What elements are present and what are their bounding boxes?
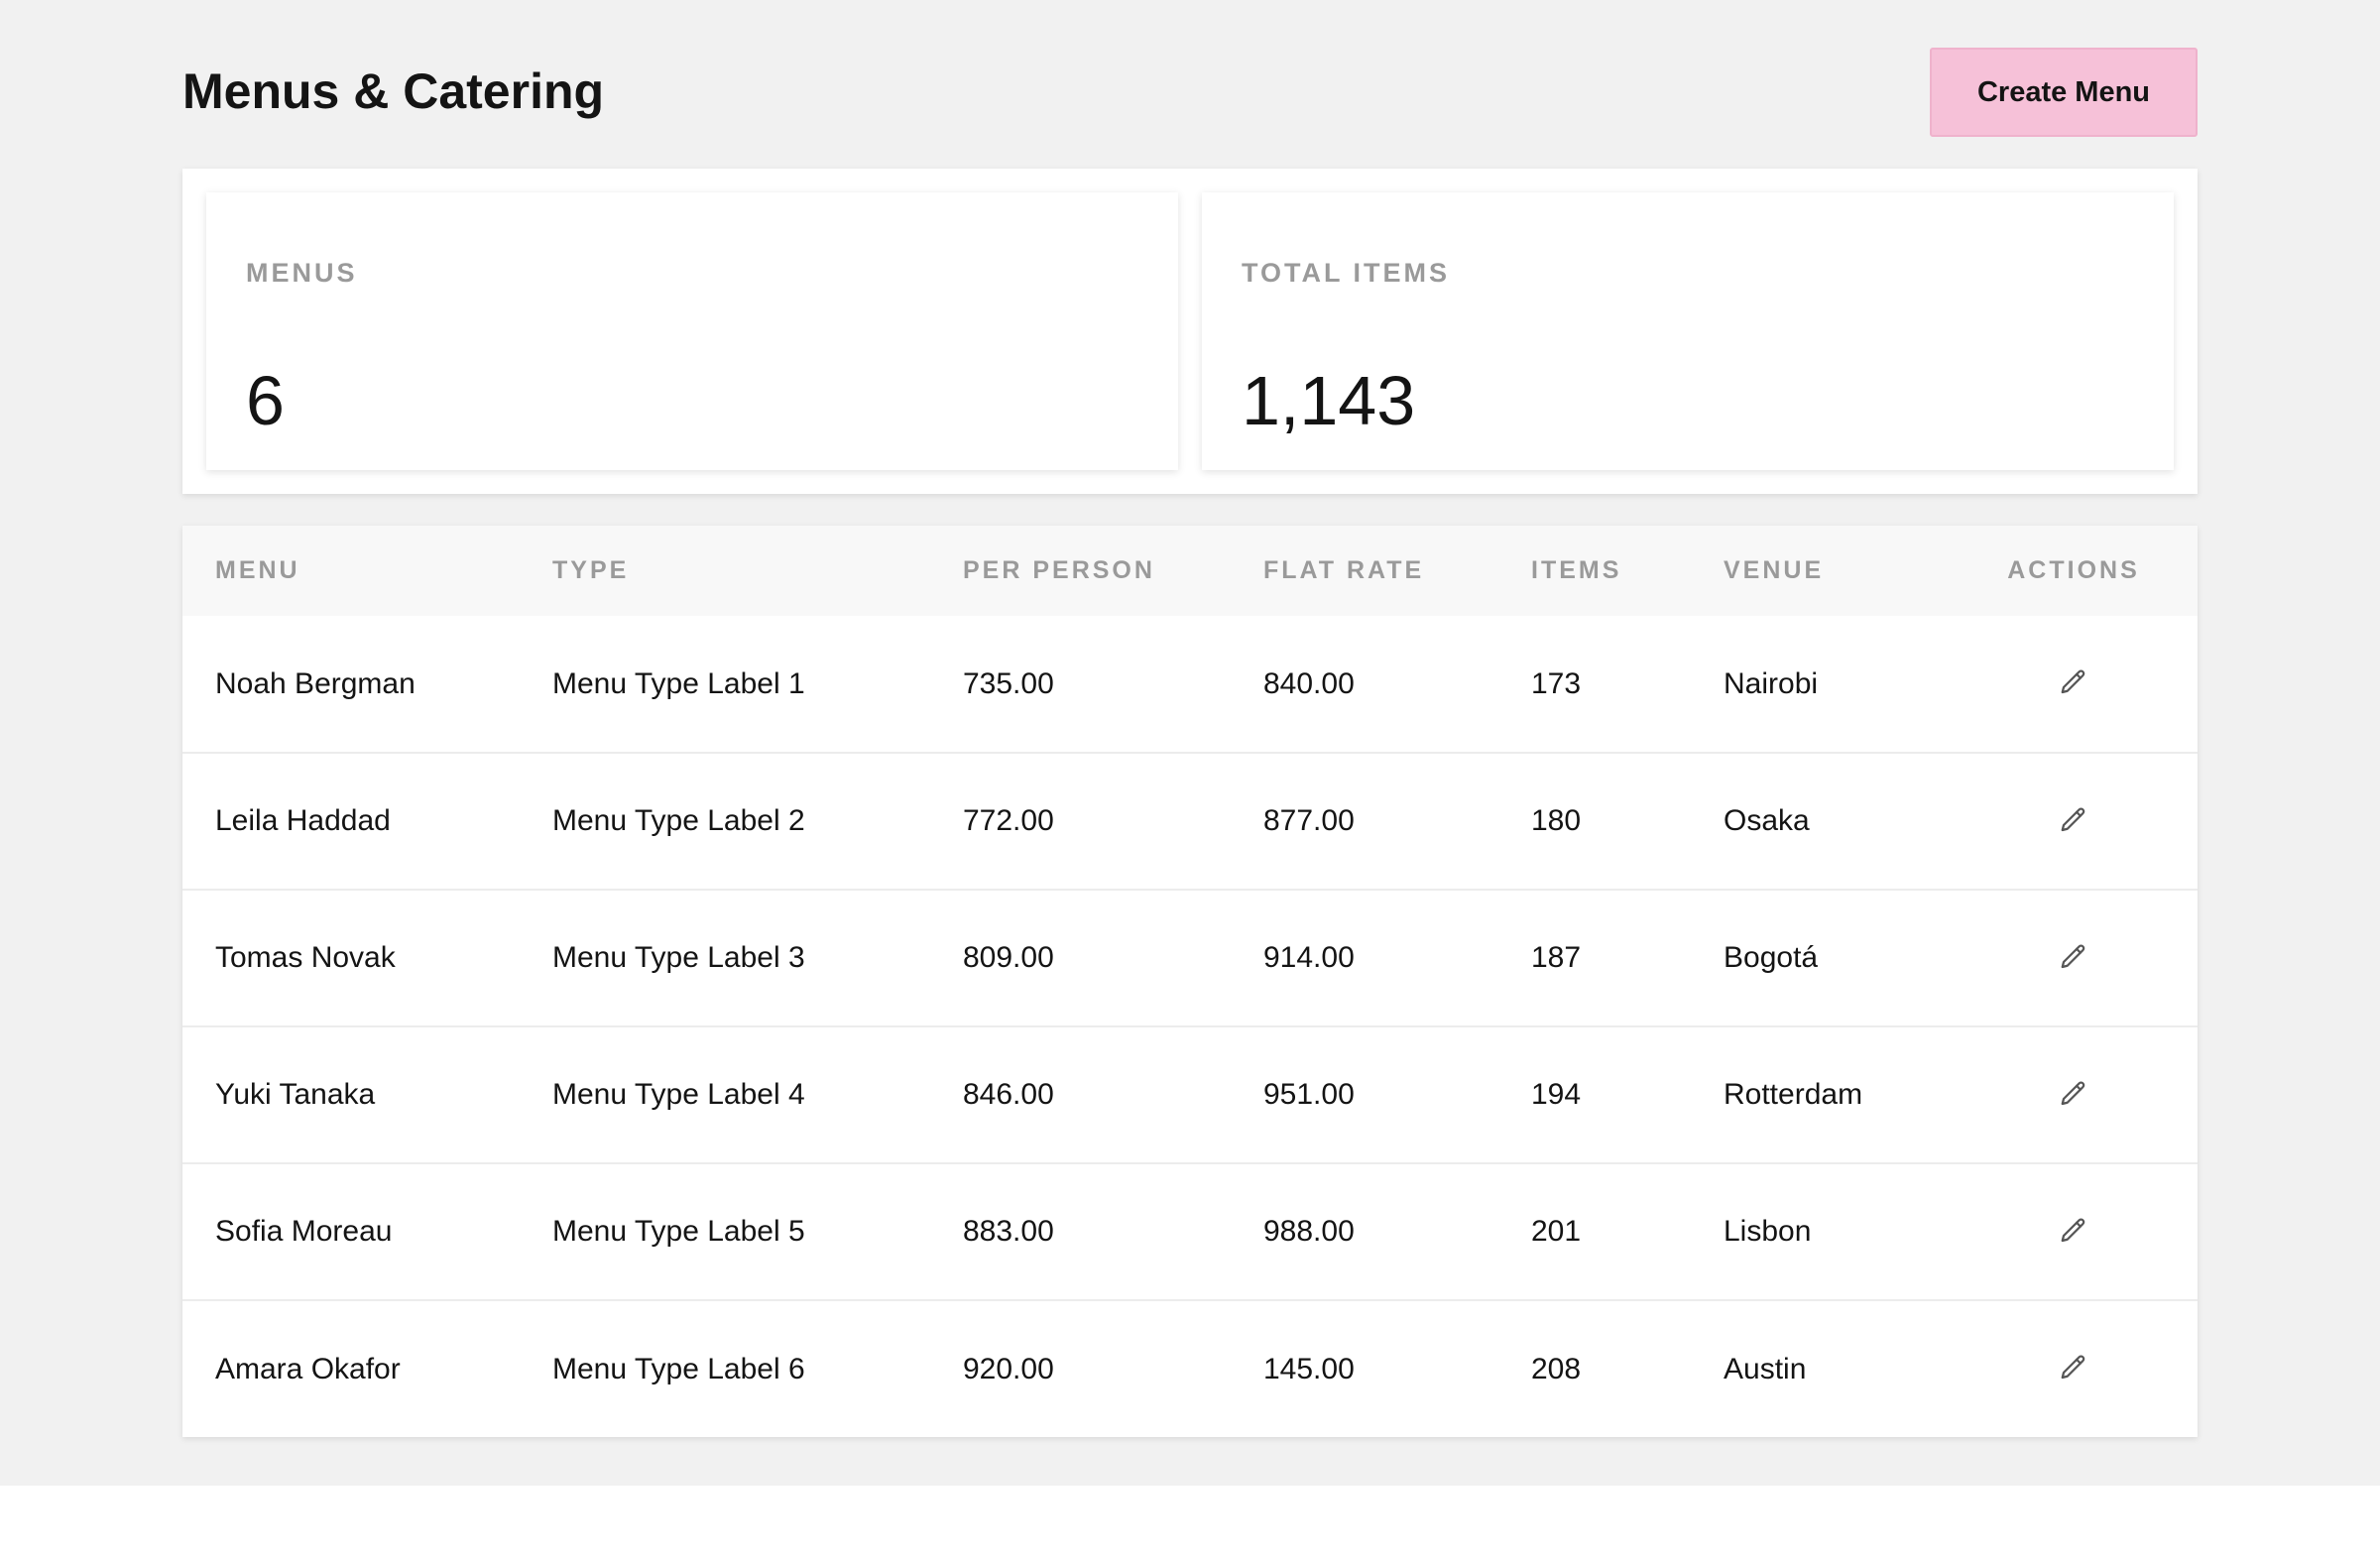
page-title: Menus & Catering (182, 63, 605, 119)
items-cell: 180 (1531, 804, 1582, 837)
menu-type-cell: Menu Type Label 2 (552, 804, 805, 837)
actions-cell (1950, 616, 2198, 753)
bottom-strip (0, 1486, 2380, 1563)
menus-table-panel: MENU TYPE PER PERSON FLAT RATE ITEMS VEN… (182, 526, 2198, 1437)
menu-name-cell: Amara Okafor (215, 1352, 401, 1385)
column-header-type: TYPE (552, 556, 630, 584)
flat-rate-cell: 877.00 (1263, 804, 1355, 837)
menu-type-cell: Menu Type Label 3 (552, 941, 805, 974)
table-row: Leila Haddad Menu Type Label 2 772.00 877.0… (182, 753, 2198, 890)
menu-name-cell: Noah Bergman (215, 666, 416, 700)
flat-rate-cell: 988.00 (1263, 1215, 1355, 1248)
venue-cell: Lisbon (1724, 1215, 1812, 1248)
menu-name-cell: Leila Haddad (215, 804, 391, 837)
venue-cell: Rotterdam (1724, 1078, 1863, 1111)
pencil-icon (2061, 1217, 2085, 1242)
column-header-items: ITEMS (1531, 556, 1622, 584)
column-header-menu: MENU (215, 556, 300, 584)
stats-panel: MENUS 6 TOTAL ITEMS 1,143 (182, 169, 2198, 494)
edit-menu-button[interactable] (2054, 800, 2093, 840)
actions-cell (1950, 753, 2198, 890)
per-person-cell: 883.00 (963, 1215, 1054, 1248)
venue-cell: Osaka (1724, 804, 1810, 837)
menu-type-cell: Menu Type Label 4 (552, 1078, 805, 1111)
table-row: Amara Okafor Menu Type Label 6 920.00 145.0… (182, 1300, 2198, 1437)
actions-cell (1950, 1163, 2198, 1300)
per-person-cell: 920.00 (963, 1352, 1054, 1385)
venue-cell: Austin (1724, 1352, 1807, 1385)
pencil-icon (2061, 1080, 2085, 1105)
table-row: Yuki Tanaka Menu Type Label 4 846.00 951.00… (182, 1026, 2198, 1163)
items-cell: 194 (1531, 1078, 1582, 1111)
items-cell: 173 (1531, 666, 1582, 700)
column-header-per-person: PER PERSON (963, 556, 1155, 584)
table-row: Noah Bergman Menu Type Label 1 735.00 840.0… (182, 616, 2198, 753)
venue-cell: Bogotá (1724, 941, 1819, 974)
items-cell: 208 (1531, 1352, 1582, 1385)
flat-rate-cell: 951.00 (1263, 1078, 1355, 1111)
flat-rate-cell: 145.00 (1263, 1352, 1355, 1385)
stat-card-menus: MENUS 6 (206, 192, 1178, 470)
per-person-cell: 809.00 (963, 941, 1054, 974)
per-person-cell: 772.00 (963, 804, 1054, 837)
edit-menu-button[interactable] (2054, 662, 2093, 702)
edit-menu-button[interactable] (2054, 1074, 2093, 1114)
actions-cell (1950, 890, 2198, 1026)
stat-label: MENUS (246, 258, 358, 288)
table-body: Noah Bergman Menu Type Label 1 735.00 840.0… (182, 616, 2198, 1437)
edit-menu-button[interactable] (2054, 1348, 2093, 1387)
menu-name-cell: Yuki Tanaka (215, 1078, 376, 1111)
per-person-cell: 735.00 (963, 666, 1054, 700)
edit-menu-button[interactable] (2054, 1211, 2093, 1251)
table-row: Sofia Moreau Menu Type Label 5 883.00 988.0… (182, 1163, 2198, 1300)
venue-cell: Nairobi (1724, 666, 1819, 700)
pencil-icon (2061, 1355, 2085, 1380)
actions-cell (1950, 1300, 2198, 1437)
stat-label: TOTAL ITEMS (1242, 258, 1451, 288)
per-person-cell: 846.00 (963, 1078, 1054, 1111)
stat-card-total-items: TOTAL ITEMS 1,143 (1202, 192, 2174, 470)
menu-type-cell: Menu Type Label 5 (552, 1215, 805, 1248)
stat-value: 6 (246, 362, 285, 439)
stat-value: 1,143 (1242, 362, 1416, 439)
table-header-row: MENU TYPE PER PERSON FLAT RATE ITEMS VEN… (182, 526, 2198, 616)
menu-name-cell: Sofia Moreau (215, 1215, 393, 1248)
create-menu-button[interactable]: Create Menu (1930, 48, 2198, 137)
items-cell: 201 (1531, 1215, 1582, 1248)
column-header-venue: VENUE (1724, 556, 1825, 584)
edit-menu-button[interactable] (2054, 937, 2093, 977)
flat-rate-cell: 840.00 (1263, 666, 1355, 700)
actions-cell (1950, 1026, 2198, 1163)
menu-name-cell: Tomas Novak (215, 941, 396, 974)
pencil-icon (2061, 669, 2085, 694)
menu-type-cell: Menu Type Label 6 (552, 1352, 805, 1385)
column-header-flat-rate: FLAT RATE (1263, 556, 1425, 584)
pencil-icon (2061, 943, 2085, 968)
flat-rate-cell: 914.00 (1263, 941, 1355, 974)
items-cell: 187 (1531, 941, 1582, 974)
menu-type-cell: Menu Type Label 1 (552, 666, 805, 700)
pencil-icon (2061, 806, 2085, 831)
menus-table: MENU TYPE PER PERSON FLAT RATE ITEMS VEN… (182, 526, 2198, 1437)
app-background: Menus & Catering Create Menu MENUS 6 TOT… (0, 0, 2380, 1486)
column-header-actions: ACTIONS (2007, 556, 2140, 584)
table-row: Tomas Novak Menu Type Label 3 809.00 914.00… (182, 890, 2198, 1026)
